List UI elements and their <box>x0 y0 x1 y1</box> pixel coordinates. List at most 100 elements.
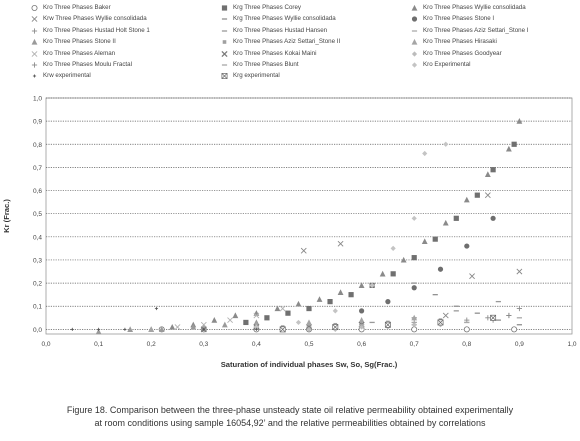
chart: 0,0 0,1 0,2 0,3 0,4 0,5 0,6 0,7 0,8 0,9 1,0 0,0 0,1… <box>2 96 577 370</box>
legend-symbol <box>31 39 38 45</box>
data-point <box>484 192 491 199</box>
data-point <box>200 321 207 328</box>
x-tick-label: 0,3 <box>199 341 208 348</box>
data-point <box>379 270 386 277</box>
data-point <box>316 296 323 302</box>
legend-symbol <box>221 73 228 80</box>
y-tick-label: 0,2 <box>33 281 42 288</box>
x-tick-label: 1,0 <box>567 341 576 348</box>
data-point <box>190 323 197 330</box>
data-point <box>306 319 312 326</box>
chart-legend: Kro Three Phases Baker Krg Three Phases C… <box>30 4 570 86</box>
legend-marker <box>31 39 38 45</box>
legend-marker <box>31 62 38 68</box>
legend-marker <box>411 62 418 68</box>
data-point <box>337 289 344 295</box>
legend-symbol <box>411 50 418 57</box>
data-point <box>359 308 365 314</box>
data-point <box>437 266 444 272</box>
y-tick-label: 0,8 <box>33 142 42 149</box>
data-point <box>274 305 281 312</box>
legend-item: Kro Three Phases Aziz Settari_Stone II <box>233 38 341 46</box>
legend-symbol <box>411 62 418 68</box>
data-point <box>253 312 260 319</box>
data-point <box>211 317 218 323</box>
data-point <box>422 150 428 157</box>
data-point <box>463 196 470 203</box>
legend-symbol <box>411 4 418 11</box>
legend-marker <box>31 16 38 23</box>
legend-marker <box>221 18 228 21</box>
x-tick-label: 0,2 <box>147 341 156 348</box>
data-point <box>232 312 239 319</box>
data-point <box>453 215 459 221</box>
data-point <box>443 141 449 147</box>
legend-item: Kro Three Phases Hustad Hansen <box>233 26 328 34</box>
legend-item: Krg experimental <box>233 72 280 80</box>
legend-marker <box>221 50 228 57</box>
legend-marker <box>411 39 418 45</box>
legend-marker <box>31 28 38 34</box>
x-axis-label: Saturation of individual phases Sw, So, … <box>221 360 398 369</box>
data-point <box>95 328 102 335</box>
data-point <box>505 145 512 152</box>
data-point <box>506 312 512 319</box>
data-point <box>411 215 417 221</box>
legend-item: Krw experimental <box>43 72 91 80</box>
data-point <box>295 300 302 307</box>
data-point <box>384 321 391 328</box>
data-point <box>464 243 470 249</box>
legend-symbol <box>31 28 38 34</box>
legend-marker <box>32 74 37 78</box>
data-point <box>327 299 333 305</box>
data-point <box>332 324 339 331</box>
x-tick-label: 0,0 <box>41 341 50 348</box>
y-tick-label: 0,0 <box>33 327 42 334</box>
legend-marker <box>411 4 418 11</box>
data-point <box>202 327 206 331</box>
legend-marker <box>31 5 38 11</box>
x-tick-label: 0,1 <box>94 341 103 348</box>
legend-item: Kro Three Phases Stone I <box>423 15 495 23</box>
legend-marker <box>221 5 228 11</box>
data-point <box>148 326 155 332</box>
data-point <box>358 317 365 323</box>
y-tick-label: 0,9 <box>33 119 42 126</box>
data-point <box>243 319 249 326</box>
data-point <box>400 256 407 263</box>
legend-item: Kro Three Phases Blunt <box>233 61 299 68</box>
y-tick-labels: 0,0 0,1 0,2 0,3 0,4 0,5 0,6 0,7 0,8 0,9 1,0 <box>33 96 42 334</box>
legend-item: Kro Three Phases Kokai Maini <box>233 49 317 57</box>
legend-symbol <box>411 16 418 22</box>
caption-line-2: at room conditions using sample 16054,92… <box>94 418 486 428</box>
legend-item: Kro Three Phases Stone II <box>43 38 116 46</box>
data-point <box>254 327 258 331</box>
data-point <box>264 315 270 321</box>
x-tick-label: 0,4 <box>252 341 261 348</box>
x-tick-labels: 0,0 0,1 0,2 0,3 0,4 0,5 0,6 0,7 0,8 0,9 1,0 <box>41 341 576 348</box>
data-point <box>511 141 517 147</box>
data-point <box>516 118 523 124</box>
data-point <box>70 327 74 331</box>
legend-marker <box>221 64 228 66</box>
y-tick-label: 0,4 <box>33 234 42 241</box>
data-point <box>474 192 480 198</box>
x-tick-label: 0,6 <box>357 341 366 348</box>
data-point <box>411 255 417 261</box>
legend-marker <box>221 30 228 32</box>
data-point <box>158 326 165 332</box>
legend-marker <box>411 50 418 57</box>
plot-area <box>45 97 573 335</box>
legend-marker <box>221 73 228 80</box>
legend-item: Kro Three Phases Aziz Settari_Stone I <box>423 26 529 34</box>
data-point <box>490 215 496 221</box>
data-point <box>516 268 523 275</box>
data-point <box>279 326 286 333</box>
y-tick-label: 0,3 <box>33 257 42 264</box>
x-tick-label: 0,5 <box>304 341 313 348</box>
legend-item: Kro Three Phases Goodyear <box>423 49 502 57</box>
data-point <box>227 317 234 324</box>
data-point <box>484 171 491 177</box>
y-axis-label: Kr (Frac.) <box>2 199 11 233</box>
legend-item: Kro Three Phases Aleman <box>43 49 116 57</box>
